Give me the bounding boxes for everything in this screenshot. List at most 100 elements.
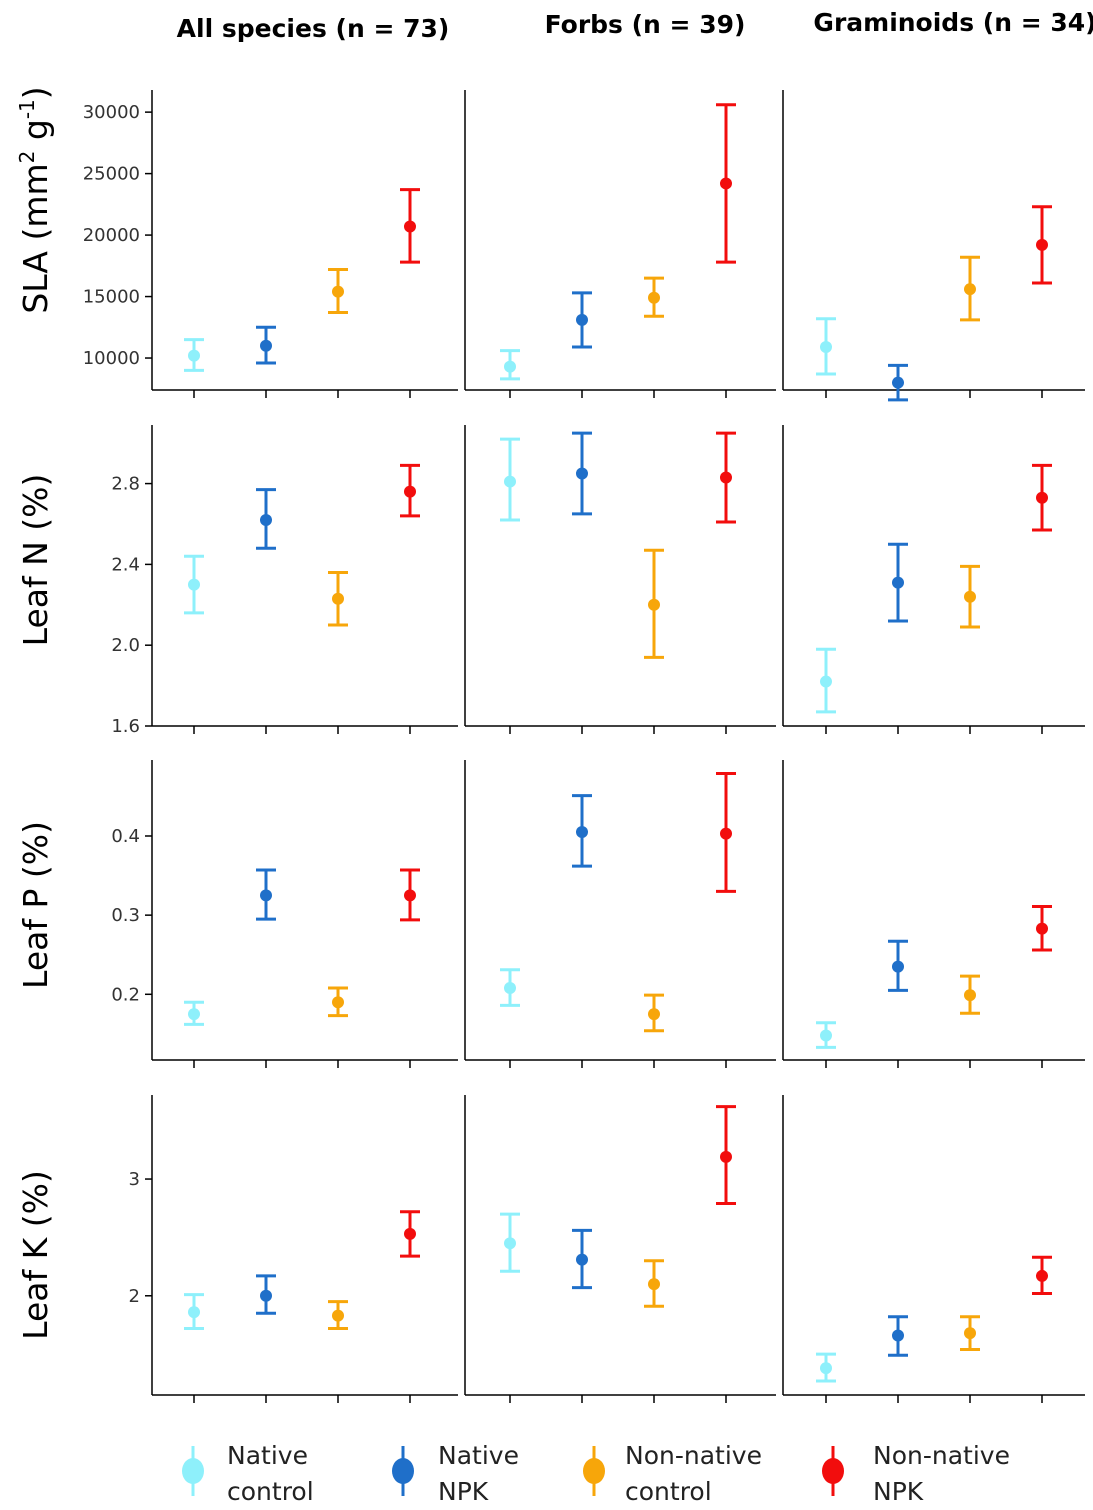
errorbar-nonnative-control (328, 1300, 348, 1330)
sla-label-sup2: -1 (15, 99, 39, 119)
mean-point (964, 590, 976, 603)
errorbar-native-npk (888, 1315, 908, 1357)
errorbar-nonnative-npk (400, 188, 420, 264)
legend-symbol-point (583, 1458, 605, 1484)
errorbar-nonnative-npk (1032, 463, 1052, 532)
errorbar-native-npk (888, 363, 908, 402)
mean-point (404, 485, 416, 498)
legend-item-nonnative-npk: Non-native NPK (822, 1441, 1010, 1506)
legend-item-nonnative-control: Non-native control (583, 1441, 762, 1506)
y-tick-label: 25000 (83, 164, 140, 185)
y-tick-label: 0.3 (111, 905, 140, 926)
mean-point (504, 360, 516, 373)
mean-point (648, 1008, 660, 1021)
mean-point (576, 826, 588, 839)
errorbar-native-control (184, 1000, 204, 1026)
mean-point (1036, 238, 1048, 251)
panel-leaf-k-graminoids (782, 1095, 1085, 1403)
errorbar-native-npk (572, 1228, 592, 1290)
mean-point (504, 1237, 516, 1250)
mean-point (1036, 922, 1048, 935)
mean-point (332, 285, 344, 298)
legend-symbol-point (182, 1458, 204, 1484)
errorbar-nonnative-control (644, 548, 664, 659)
errorbar-nonnative-control (644, 1259, 664, 1308)
errorbar-native-control (816, 317, 836, 376)
errorbar-nonnative-npk (1032, 904, 1052, 952)
errorbar-nonnative-npk (1032, 205, 1052, 285)
mean-point (1036, 491, 1048, 504)
errorbar-native-npk (256, 868, 276, 921)
errorbar-native-npk (256, 1274, 276, 1315)
y-axis-label-leaf-k: Leaf K (%) (16, 1170, 55, 1340)
column-title-forbs: Forbs (n = 39) (545, 10, 746, 39)
errorbar-native-control (184, 1293, 204, 1330)
legend-label-line1: Non-native (873, 1441, 1010, 1470)
errorbar-nonnative-npk (716, 771, 736, 893)
errorbar-nonnative-control (960, 564, 980, 629)
mean-point (648, 291, 660, 304)
legend-label-line2: control (625, 1477, 712, 1506)
mean-point (720, 471, 732, 484)
legend-symbol-point (822, 1458, 844, 1484)
y-tick-label: 2.8 (111, 474, 140, 495)
panel-sla-graminoids (782, 90, 1085, 402)
errorbar-native-npk (572, 431, 592, 516)
chart-panels: 10000 15000 20000 25000 30000 1.6 2.0 2.4 2.8 0.2… (83, 90, 1085, 1403)
mean-point (892, 376, 904, 389)
mean-point (820, 675, 832, 688)
column-title-graminoids: Graminoids (n = 34) (813, 8, 1093, 37)
mean-point (260, 1289, 272, 1302)
errorbar-native-control (184, 338, 204, 372)
errorbar-nonnative-control (960, 255, 980, 322)
mean-point (404, 1227, 416, 1240)
errorbar-native-control (500, 1212, 520, 1273)
sla-label-end: ) (16, 86, 55, 99)
mean-point (404, 889, 416, 902)
mean-point (648, 1278, 660, 1291)
mean-point (964, 283, 976, 296)
mean-point (576, 313, 588, 326)
mean-point (332, 1309, 344, 1322)
sla-label-sup1: 2 (15, 151, 39, 164)
column-title-all-species: All species (n = 73) (177, 14, 450, 43)
mean-point (820, 1362, 832, 1375)
errorbar-native-control (816, 1352, 836, 1383)
panel-sla-all-species: 10000 15000 20000 25000 30000 (83, 90, 458, 398)
errorbar-nonnative-npk (400, 463, 420, 518)
errorbar-native-npk (572, 794, 592, 868)
mean-point (332, 592, 344, 605)
mean-point (404, 220, 416, 233)
panel-leaf-n-forbs (464, 425, 776, 734)
mean-point (260, 889, 272, 902)
errorbar-native-control (500, 437, 520, 522)
y-tick-label: 2.4 (111, 554, 140, 575)
y-tick-label: 30000 (83, 102, 140, 123)
errorbar-nonnative-control (960, 974, 980, 1015)
sla-label-mid: g (16, 119, 55, 150)
errorbar-native-npk (256, 488, 276, 550)
y-tick-label: 2 (129, 1286, 140, 1307)
errorbar-native-control (816, 1021, 836, 1049)
y-tick-label: 20000 (83, 225, 140, 246)
panel-sla-forbs (464, 90, 776, 398)
errorbar-nonnative-control (328, 570, 348, 627)
mean-point (820, 340, 832, 353)
mean-point (188, 578, 200, 591)
mean-point (720, 1150, 732, 1163)
errorbar-nonnative-npk (716, 431, 736, 524)
sla-label-main: SLA (mm (16, 163, 55, 313)
y-tick-label: 15000 (83, 287, 140, 308)
panel-leaf-p-graminoids (782, 760, 1085, 1068)
y-tick-label: 10000 (83, 348, 140, 369)
errorbar-nonnative-control (960, 1315, 980, 1351)
legend: NativecontrolNativeNPKNon-nativecontrolN… (182, 1441, 1010, 1506)
mean-point (648, 598, 660, 611)
errorbar-nonnative-control (644, 993, 664, 1033)
errorbar-native-npk (888, 939, 908, 992)
errorbar-nonnative-control (328, 986, 348, 1018)
legend-label-line1: Native (438, 1441, 519, 1470)
mean-point (188, 1306, 200, 1319)
